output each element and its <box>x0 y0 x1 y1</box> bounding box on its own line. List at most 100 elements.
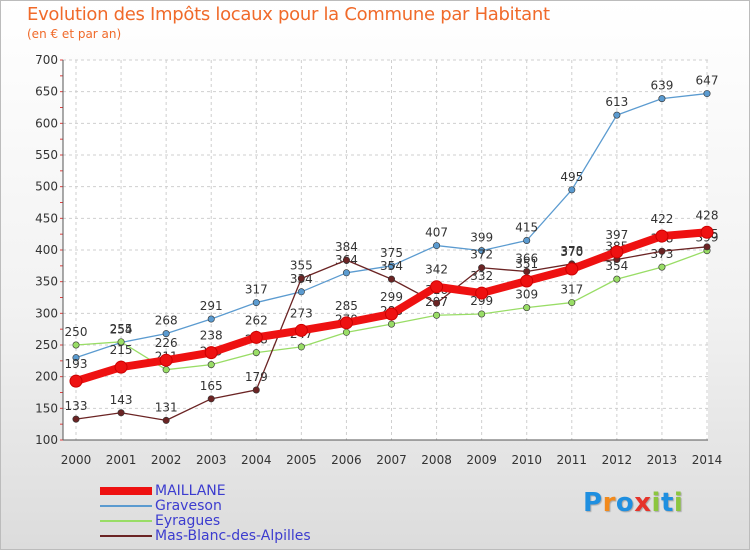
logo-letter: P <box>583 488 603 518</box>
series-maillane: 193 215 226 238 262 273 285 299 342 332 351 370 397 4… <box>65 208 718 388</box>
data-label: 399 <box>470 231 493 245</box>
data-point <box>478 310 486 318</box>
data-label: 317 <box>245 283 268 297</box>
x-tick-label: 2013 <box>647 453 678 467</box>
data-label: 165 <box>200 379 223 393</box>
data-point <box>478 247 486 255</box>
data-label: 397 <box>605 228 628 242</box>
y-tick-label: 650 <box>35 85 58 99</box>
logo-letter: i <box>651 488 661 518</box>
legend-label: Eyragues <box>155 513 221 529</box>
x-tick-label: 2002 <box>151 453 182 467</box>
data-label: 131 <box>155 400 178 414</box>
data-label: 342 <box>425 263 448 277</box>
legend-swatch <box>100 520 152 522</box>
legend-label: Graveson <box>155 498 222 514</box>
data-label: 179 <box>245 370 268 384</box>
data-point <box>249 330 263 344</box>
x-tick-label: 2007 <box>376 453 407 467</box>
data-label: 254 <box>110 322 133 336</box>
data-point <box>342 269 350 277</box>
data-label: 317 <box>560 283 583 297</box>
x-tick-label: 2005 <box>286 453 317 467</box>
data-label: 332 <box>470 269 493 283</box>
data-label: 639 <box>650 79 673 93</box>
data-point <box>297 343 305 351</box>
data-point <box>610 245 624 259</box>
proxiti-logo: Proxiti <box>583 488 683 518</box>
data-point <box>703 90 711 98</box>
x-tick-label: 2006 <box>331 453 362 467</box>
data-point <box>523 304 531 312</box>
data-point <box>658 95 666 103</box>
data-point <box>703 243 711 251</box>
data-point <box>387 275 395 283</box>
data-label: 354 <box>380 259 403 273</box>
data-point <box>342 328 350 336</box>
legend-label: MAILLANE <box>155 483 226 499</box>
data-point <box>162 330 170 338</box>
data-point <box>252 299 260 307</box>
y-tick-label: 300 <box>35 306 58 320</box>
data-label: 143 <box>110 393 133 407</box>
y-tick-label: 100 <box>35 433 58 447</box>
data-point <box>72 341 80 349</box>
x-tick-label: 2001 <box>106 453 137 467</box>
data-point <box>72 415 80 423</box>
y-tick-label: 500 <box>35 180 58 194</box>
data-label: 366 <box>515 252 538 266</box>
data-label: 215 <box>110 343 133 357</box>
data-point <box>568 299 576 307</box>
x-tick-label: 2012 <box>602 453 633 467</box>
data-label: 273 <box>290 306 313 320</box>
data-point <box>565 262 579 276</box>
data-point <box>207 315 215 323</box>
data-label: 422 <box>650 212 673 226</box>
data-point <box>117 409 125 417</box>
y-tick-label: 450 <box>35 211 58 225</box>
data-label: 262 <box>245 313 268 327</box>
plot-area <box>63 60 708 440</box>
data-point <box>433 311 441 319</box>
data-label: 250 <box>65 325 88 339</box>
y-tick-label: 350 <box>35 275 58 289</box>
x-tick-label: 2004 <box>241 453 272 467</box>
data-label: 407 <box>425 226 448 240</box>
data-point <box>207 395 215 403</box>
logo-letter: i <box>673 488 684 518</box>
chart-title: Evolution des Impôts locaux pour la Comm… <box>27 4 550 25</box>
data-label: 238 <box>200 329 223 343</box>
data-point <box>387 262 395 270</box>
legend-item: Mas-Blanc-des-Alpilles <box>100 529 311 544</box>
data-point <box>69 374 83 388</box>
data-label: 370 <box>560 245 583 259</box>
data-point <box>162 416 170 424</box>
data-label: 372 <box>470 248 493 262</box>
y-tick-label: 400 <box>35 243 58 257</box>
logo-letter: t <box>660 488 674 518</box>
data-point <box>433 242 441 250</box>
legend-swatch <box>100 505 152 507</box>
x-tick-label: 2009 <box>466 453 497 467</box>
y-tick-label: 550 <box>35 148 58 162</box>
data-label: 255 <box>110 322 133 336</box>
data-point <box>655 229 669 243</box>
data-label: 299 <box>470 294 493 308</box>
data-label: 193 <box>65 357 88 371</box>
data-point <box>478 264 486 272</box>
x-tick-label: 2008 <box>421 453 452 467</box>
data-point <box>385 307 398 321</box>
x-tick-label: 2014 <box>692 453 723 467</box>
x-tick-label: 2003 <box>196 453 227 467</box>
legend-item: MAILLANE <box>100 484 311 499</box>
data-label: 285 <box>335 299 358 313</box>
y-tick-label: 200 <box>35 370 58 384</box>
data-point <box>297 274 305 282</box>
data-point <box>433 299 441 307</box>
legend-swatch <box>100 535 152 537</box>
data-point <box>342 256 350 264</box>
data-point <box>523 237 531 245</box>
chart-legend: MAILLANE Graveson Eyragues Mas-Blanc-des-Al… <box>100 484 311 544</box>
data-point <box>339 316 353 330</box>
